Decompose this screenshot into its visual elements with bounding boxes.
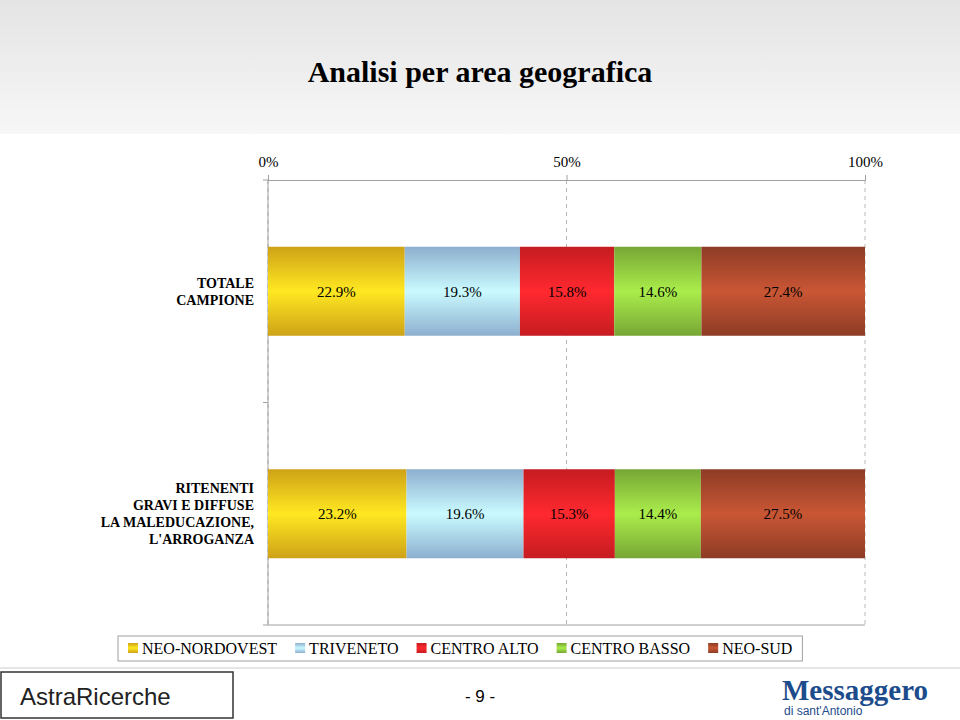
tick-mark [268,175,269,180]
data-label: 22.9% [317,284,356,300]
legend-swatch [708,643,718,653]
bottom-line [268,625,865,626]
tick-label: 0% [259,154,279,170]
category-label-line: CAMPIONE [176,293,254,308]
tick: 100% [848,154,883,180]
data-label: 15.8% [548,284,587,300]
bars [268,247,865,559]
footer-logo-box [1,672,233,718]
tick: 50% [553,154,581,180]
footer-line [0,668,960,669]
page-number: - 9 - [465,687,495,706]
data-label: 14.6% [638,284,677,300]
axis-line [269,175,866,181]
frame [263,180,865,625]
data-label: 23.2% [318,506,357,522]
legend-label: CENTRO ALTO [431,640,539,657]
data-label: 19.6% [446,506,485,522]
bar-segment [268,469,407,558]
legend-swatch [417,643,427,653]
bar-segment [405,247,520,336]
legend-swatch [295,643,305,653]
bar-segment [520,247,614,336]
chart-page: Analisi per area geografica 0% 50% 100% 22.9… [0,0,960,720]
tick-mark [567,175,568,180]
tick-label: 100% [848,154,883,170]
data-label: 27.5% [764,506,803,522]
footer: AstraRicerche - 9 - Messaggerodi sant'Anto… [0,668,960,718]
tick: 0% [259,154,279,180]
legend: NEO-NORDOVEST TRIVENETO CENTRO ALTO CENTRO … [118,636,802,661]
left-tick [263,402,268,403]
category-label-line: L'ARROGANZA [149,532,255,547]
category-label: RITENENTI GRAVI E DIFFUSE LA MALEDUCAZIONE… [101,481,255,547]
category-label: TOTALE CAMPIONE [176,276,254,308]
footer-right-sub: di sant'Antonio [784,704,863,718]
chart-title: Analisi per area geografica [308,55,653,88]
bar-segment [268,247,405,336]
data-label: 14.4% [638,506,677,522]
footer-left: AstraRicerche [20,683,171,710]
grid [268,180,865,625]
bar-segment [615,469,701,558]
data-label: 19.3% [443,284,482,300]
left-tick [263,180,268,181]
bar-segment [701,247,865,336]
bar-segment [407,469,524,558]
data-label: 27.4% [764,284,803,300]
left-tick [263,625,268,626]
category-label-line: GRAVI E DIFFUSE [133,498,254,513]
legend-label: TRIVENETO [309,640,398,657]
legend-swatch [128,643,138,653]
category-label-line: RITENENTI [175,481,254,496]
x-axis: 0% 50% 100% [259,154,884,181]
tick-mark [865,175,866,180]
legend-box [118,636,802,661]
tick-label: 50% [553,154,581,170]
bar-segment [614,247,701,336]
bar-segment [701,469,865,558]
header-band [0,0,960,134]
footer-right: Messaggero [782,674,928,706]
category-label-line: LA MALEDUCAZIONE, [101,515,254,530]
legend-label: NEO-SUD [722,640,792,657]
legend-label: CENTRO BASSO [571,640,691,657]
legend-swatch [557,643,567,653]
legend-label: NEO-NORDOVEST [142,640,277,657]
data-label: 15.3% [550,506,589,522]
bar-segment [524,469,615,558]
category-label-line: TOTALE [197,276,254,291]
data-labels: 22.9% 23.2% 19.3% 19.6% 15.8% 15.3% 14.6% 14.4%… [317,284,803,523]
category-labels: TOTALE CAMPIONE RITENENTI GRAVI E DIFFUSE LA… [101,276,255,548]
